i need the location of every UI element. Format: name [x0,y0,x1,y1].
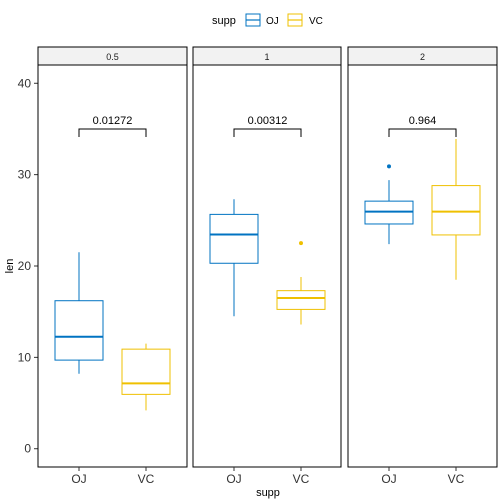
facet-strip-label: 1 [264,52,269,62]
legend-key-oj [245,13,261,27]
box-oj [209,199,259,317]
y-tick-label: 30 [18,168,32,182]
x-tick-label: VC [138,472,155,486]
facet-panel: 0.5 OJ VC 0.01272 [37,46,188,486]
significance-bracket [388,128,457,137]
outlier-point [387,164,391,169]
box-iqr [54,300,104,361]
box-iqr [431,185,481,236]
panel-border [37,64,188,468]
p-value-label: 0.964 [409,115,437,127]
legend-title: supp [212,15,236,27]
y-tick-label: 0 [24,442,31,456]
legend-key-vc [287,13,303,27]
y-tick-label: 20 [18,259,32,273]
panel-border [347,64,498,468]
p-value-label: 0.01272 [93,115,133,127]
box-vc [276,241,326,325]
legend: supp OJ VC [212,13,323,27]
outlier-point [299,241,303,246]
facet-panel: 1 OJ VC 0.00312 [192,46,342,486]
x-axis-label: supp [256,487,280,499]
p-value-label: 0.00312 [248,115,288,127]
facet-panel: 2 OJ VC 0.964 [347,46,498,486]
facet-strip-label: 2 [420,52,425,62]
panel-border [192,64,342,468]
legend-label-vc: VC [309,16,323,27]
x-tick-label: VC [448,472,465,486]
box-oj [54,252,104,374]
box-iqr [121,348,171,395]
box-vc [431,139,481,280]
box-iqr [209,213,259,264]
significance-bracket [78,128,147,137]
box-oj [364,164,414,245]
box-vc [121,343,171,411]
facet-strip-label: 0.5 [106,52,119,62]
y-tick-label: 40 [18,76,32,90]
significance-bracket [233,128,302,137]
y-axis: 0 10 20 30 40 [18,76,38,456]
x-tick-label: VC [293,472,310,486]
y-axis-label: len [4,259,16,274]
x-tick-label: OJ [381,472,396,486]
box-iqr [276,290,326,310]
x-tick-label: OJ [71,472,86,486]
x-tick-label: OJ [226,472,241,486]
facet-panels: 0.5 OJ VC 0.01272 1 OJ VC 0.00312 2 OJ VC 0.964 [37,46,498,486]
y-tick-label: 10 [18,350,32,364]
legend-label-oj: OJ [266,16,279,27]
